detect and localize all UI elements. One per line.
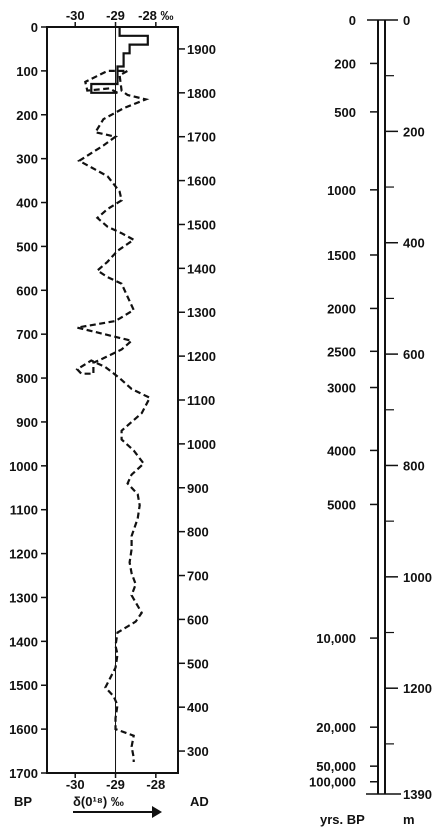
isotope-series-dashed: [75, 69, 152, 762]
right-tick-label: 1900: [187, 42, 216, 57]
age-label: 2500: [327, 344, 356, 359]
age-label: 100,000: [309, 775, 356, 790]
left-tick-label: 800: [16, 371, 38, 386]
left-tick-label: 100: [16, 64, 38, 79]
right-tick-label: 1600: [187, 174, 216, 189]
right-tick-label: 1100: [187, 393, 215, 408]
left-tick-label: 1200: [9, 547, 38, 562]
bottom-tick-label: -30: [66, 777, 85, 792]
left-tick-label: 1300: [9, 590, 38, 605]
bottom-tick-label: -29: [106, 777, 125, 792]
depth-axis-label: m: [403, 812, 415, 827]
depth-label: 400: [403, 236, 425, 251]
left-tick-label: 300: [16, 152, 38, 167]
right-tick-label: 1300: [187, 305, 216, 320]
right-tick-label: 1200: [187, 349, 216, 364]
right-tick-label: 700: [187, 569, 209, 584]
age-label: 2000: [327, 301, 356, 316]
left-tick-label: 200: [16, 108, 38, 123]
left-tick-label: 400: [16, 196, 38, 211]
left-tick-label: 900: [16, 415, 38, 430]
age-label: 200: [334, 56, 356, 71]
right-tick-label: 600: [187, 612, 209, 627]
right-tick-label: 1400: [187, 261, 216, 276]
top-tick-label: -30: [66, 8, 85, 23]
age-label: 5000: [327, 497, 356, 512]
age-label: 1000: [327, 183, 356, 198]
left-tick-label: 500: [16, 239, 38, 254]
left-axis-label: BP: [14, 794, 32, 809]
right-tick-label: 800: [187, 525, 209, 540]
right-tick-label: 400: [187, 700, 209, 715]
age-label: 50,000: [316, 759, 356, 774]
age-label: 0: [349, 13, 356, 28]
left-tick-label: 0: [31, 20, 38, 35]
depth-label: 1390: [403, 787, 432, 802]
left-tick-label: 700: [16, 327, 38, 342]
x-axis-label: δ(0¹⁸) ‰: [73, 794, 124, 809]
right-tick-label: 900: [187, 481, 209, 496]
bottom-tick-label: -28: [146, 777, 165, 792]
depth-label: 0: [403, 13, 410, 28]
age-label: 20,000: [316, 720, 356, 735]
right-tick-label: 1000: [187, 437, 216, 452]
right-tick-label: 300: [187, 744, 209, 759]
left-tick-label: 1000: [9, 459, 38, 474]
depth-label: 200: [403, 124, 425, 139]
age-label: 4000: [327, 443, 356, 458]
top-tick-label: -28 ‰: [138, 8, 173, 23]
right-tick-label: 1500: [187, 217, 216, 232]
isotope-chart: 0 100 200 300 400 500 600 700 800 900 1000 1100 1200…: [9, 8, 216, 818]
depth-label: 1200: [403, 681, 432, 696]
age-axis-label: yrs. BP: [320, 812, 365, 827]
right-tick-label: 1800: [187, 86, 216, 101]
right-tick-label: 1700: [187, 130, 216, 145]
age-depth-scale: 0200500100015002000250030004000500010,00…: [309, 13, 432, 827]
depth-label: 800: [403, 458, 425, 473]
isotope-series-solid: [90, 27, 149, 94]
right-axis-label: AD: [190, 794, 209, 809]
left-tick-label: 1700: [9, 766, 38, 781]
left-tick-label: 1100: [10, 503, 38, 518]
age-label: 3000: [327, 381, 356, 396]
left-tick-label: 1400: [9, 634, 38, 649]
left-tick-label: 1500: [9, 678, 38, 693]
depth-label: 1000: [403, 570, 432, 585]
top-tick-label: -29: [106, 8, 125, 23]
age-label: 10,000: [316, 631, 356, 646]
left-tick-label: 1600: [9, 722, 38, 737]
left-tick-label: 600: [16, 283, 38, 298]
age-label: 500: [334, 105, 356, 120]
age-label: 1500: [327, 248, 356, 263]
depth-label: 600: [403, 347, 425, 362]
right-tick-label: 500: [187, 656, 209, 671]
arrow-head: [152, 806, 162, 818]
